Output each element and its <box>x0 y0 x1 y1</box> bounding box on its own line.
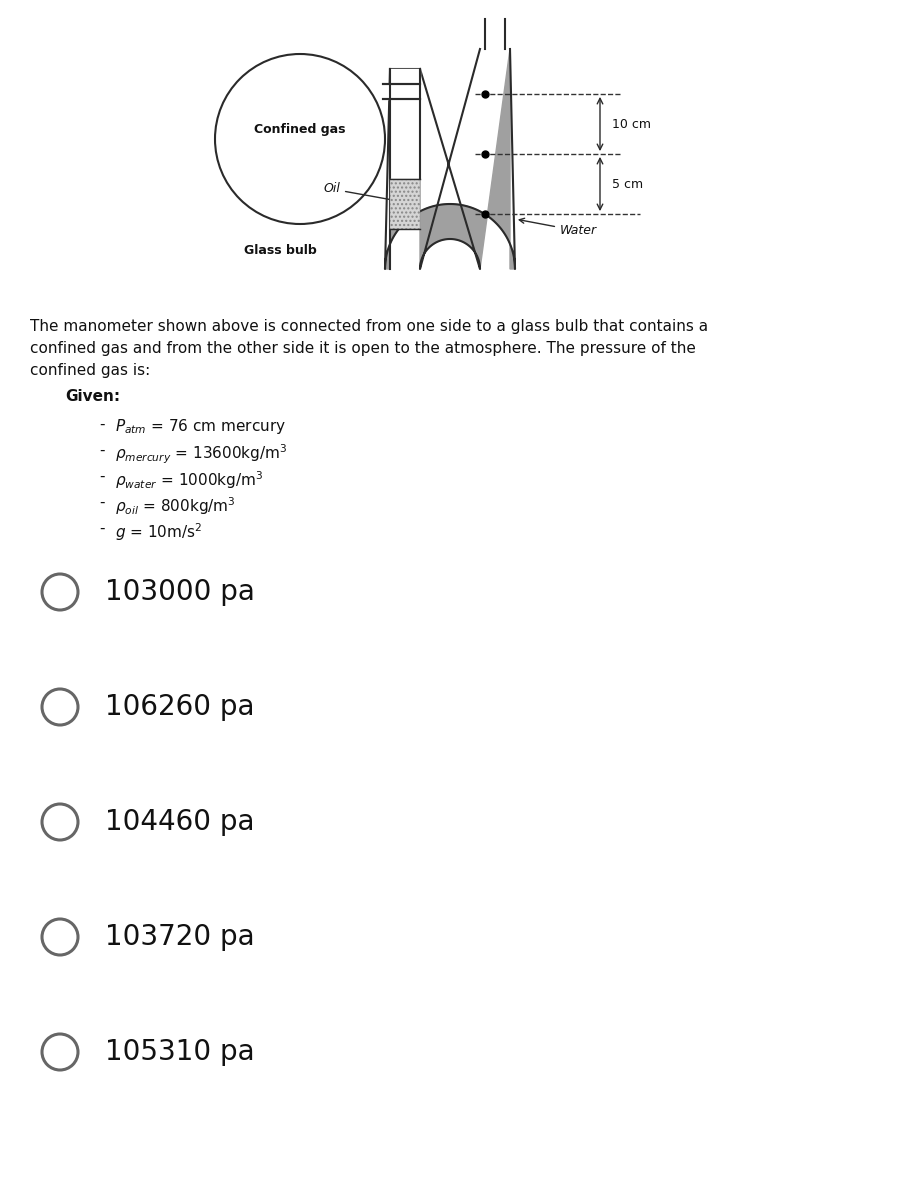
Text: The manometer shown above is connected from one side to a glass bulb that contai: The manometer shown above is connected f… <box>30 319 708 334</box>
Text: confined gas and from the other side it is open to the atmosphere. The pressure : confined gas and from the other side it … <box>30 341 696 356</box>
Polygon shape <box>390 180 420 229</box>
Text: 10 cm: 10 cm <box>612 118 651 131</box>
Text: Oil: Oil <box>323 182 411 205</box>
Text: 5 cm: 5 cm <box>612 177 643 190</box>
Text: 103000 pa: 103000 pa <box>105 578 255 606</box>
Text: $\rho_{oil}$ = 800kg/m$^3$: $\rho_{oil}$ = 800kg/m$^3$ <box>115 495 236 517</box>
Text: Confined gas: Confined gas <box>254 122 346 136</box>
Text: 105310 pa: 105310 pa <box>105 1038 254 1067</box>
Text: confined gas is:: confined gas is: <box>30 363 150 378</box>
Text: 104460 pa: 104460 pa <box>105 809 254 836</box>
Text: -: - <box>100 443 111 458</box>
Text: 103720 pa: 103720 pa <box>105 923 254 951</box>
Text: $\rho_{water}$ = 1000kg/m$^3$: $\rho_{water}$ = 1000kg/m$^3$ <box>115 468 264 491</box>
Text: $\rho_{mercury}$ = 13600kg/m$^3$: $\rho_{mercury}$ = 13600kg/m$^3$ <box>115 443 287 466</box>
Text: Given:: Given: <box>65 389 120 404</box>
Polygon shape <box>385 49 515 269</box>
Text: -: - <box>100 495 111 510</box>
Text: Water: Water <box>519 219 597 238</box>
Text: Glass bulb: Glass bulb <box>243 244 317 257</box>
Text: 106260 pa: 106260 pa <box>105 693 254 721</box>
Text: $g$ = 10m/s$^2$: $g$ = 10m/s$^2$ <box>115 521 202 542</box>
Text: $P_{atm}$ = 76 cm mercury: $P_{atm}$ = 76 cm mercury <box>115 417 286 436</box>
Text: -: - <box>100 417 111 432</box>
Text: -: - <box>100 521 111 536</box>
Text: -: - <box>100 468 111 484</box>
Polygon shape <box>390 69 420 180</box>
Polygon shape <box>383 84 420 99</box>
